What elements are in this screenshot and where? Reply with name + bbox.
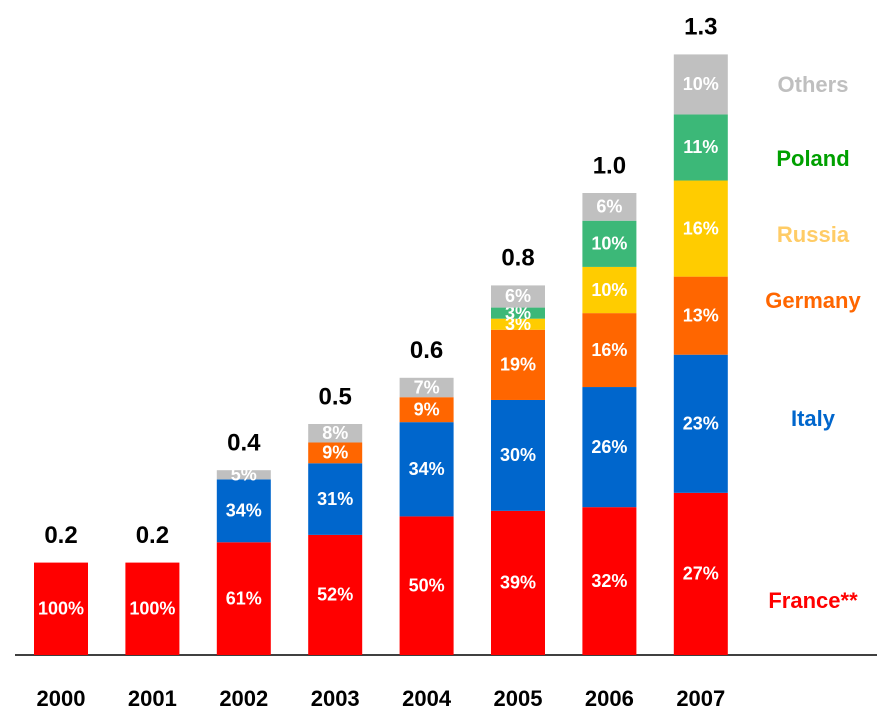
bar-segment	[673, 354, 728, 493]
segment-label: 16%	[683, 218, 719, 238]
bar-segment	[34, 562, 88, 655]
bar-segment	[582, 266, 637, 314]
segment-label: 100%	[129, 599, 175, 619]
total-label: 0.4	[227, 430, 261, 457]
bar-segment	[582, 220, 637, 267]
total-label: 0.6	[410, 337, 443, 364]
bar-segment	[582, 507, 637, 655]
bar-segment	[216, 470, 271, 480]
legend-label: Italy	[791, 406, 836, 431]
bar-segment	[308, 463, 363, 535]
segment-label: 31%	[317, 489, 353, 509]
bar-segment	[399, 377, 454, 398]
bar-segment	[399, 516, 454, 655]
segment-label: 39%	[500, 573, 536, 593]
x-tick-label: 2001	[128, 686, 177, 711]
bar-segment	[673, 54, 728, 115]
segment-label: 34%	[409, 459, 445, 479]
bar-segment	[582, 193, 637, 221]
segment-label: 50%	[409, 575, 445, 595]
legend-label: Others	[778, 72, 849, 97]
total-label: 0.8	[501, 245, 534, 272]
bar-segment	[673, 276, 728, 355]
segment-label: 52%	[317, 585, 353, 605]
segment-label: 6%	[505, 286, 531, 306]
total-label: 1.3	[684, 14, 717, 41]
segment-label: 3%	[505, 303, 531, 323]
segment-label: 23%	[683, 414, 719, 434]
segment-label: 30%	[500, 445, 536, 465]
x-tick-label: 2006	[585, 686, 634, 711]
bar-segment	[491, 510, 545, 655]
bar-segment	[491, 318, 545, 330]
bar-segment	[491, 285, 545, 308]
x-tick-label: 2002	[219, 686, 268, 711]
segment-label: 5%	[231, 465, 257, 485]
segment-label: 27%	[683, 564, 719, 584]
segment-label: 100%	[38, 599, 84, 619]
bar-segment	[308, 442, 363, 464]
segment-label: 3%	[505, 314, 531, 334]
total-label: 0.5	[319, 383, 352, 410]
segment-label: 9%	[414, 399, 440, 419]
segment-label: 10%	[591, 280, 627, 300]
bar-segment	[308, 534, 363, 655]
bar-segment	[673, 492, 728, 655]
bar-segment	[673, 180, 728, 277]
x-tick-label: 2005	[494, 686, 543, 711]
bar-segment	[308, 424, 363, 443]
bar-segment	[216, 542, 271, 655]
total-label: 0.2	[136, 522, 169, 549]
segment-label: 13%	[683, 305, 719, 325]
total-label: 0.2	[44, 522, 77, 549]
legend-label: Russia	[777, 222, 850, 247]
bar-segment	[216, 479, 271, 543]
segment-label: 6%	[596, 197, 622, 217]
bar-segment	[125, 562, 180, 655]
x-tick-label: 2007	[676, 686, 725, 711]
segment-label: 11%	[683, 137, 718, 157]
bar-segment	[399, 397, 454, 423]
bar-segment	[582, 387, 637, 508]
segment-label: 9%	[322, 443, 348, 463]
segment-label: 34%	[226, 501, 262, 521]
total-label: 1.0	[593, 152, 626, 179]
segment-label: 8%	[322, 423, 348, 443]
bar-segment	[399, 422, 454, 517]
bar-segment	[491, 329, 545, 400]
segment-label: 7%	[414, 377, 440, 397]
segment-label: 32%	[591, 571, 627, 591]
x-tick-label: 2004	[402, 686, 452, 711]
x-tick-label: 2003	[311, 686, 360, 711]
x-tick-label: 2000	[37, 686, 86, 711]
segment-label: 10%	[591, 234, 627, 254]
legend-label: Germany	[765, 288, 861, 313]
bar-segment	[582, 313, 637, 388]
segment-label: 10%	[683, 74, 719, 94]
legend-label: Poland	[776, 146, 849, 171]
segment-label: 19%	[500, 355, 536, 375]
segment-label: 61%	[226, 588, 262, 608]
legend-label: France**	[768, 588, 858, 613]
segment-label: 26%	[591, 437, 627, 457]
bar-segment	[491, 399, 545, 511]
bar-segment	[673, 114, 728, 181]
bar-segment	[491, 307, 545, 319]
segment-label: 16%	[591, 340, 627, 360]
